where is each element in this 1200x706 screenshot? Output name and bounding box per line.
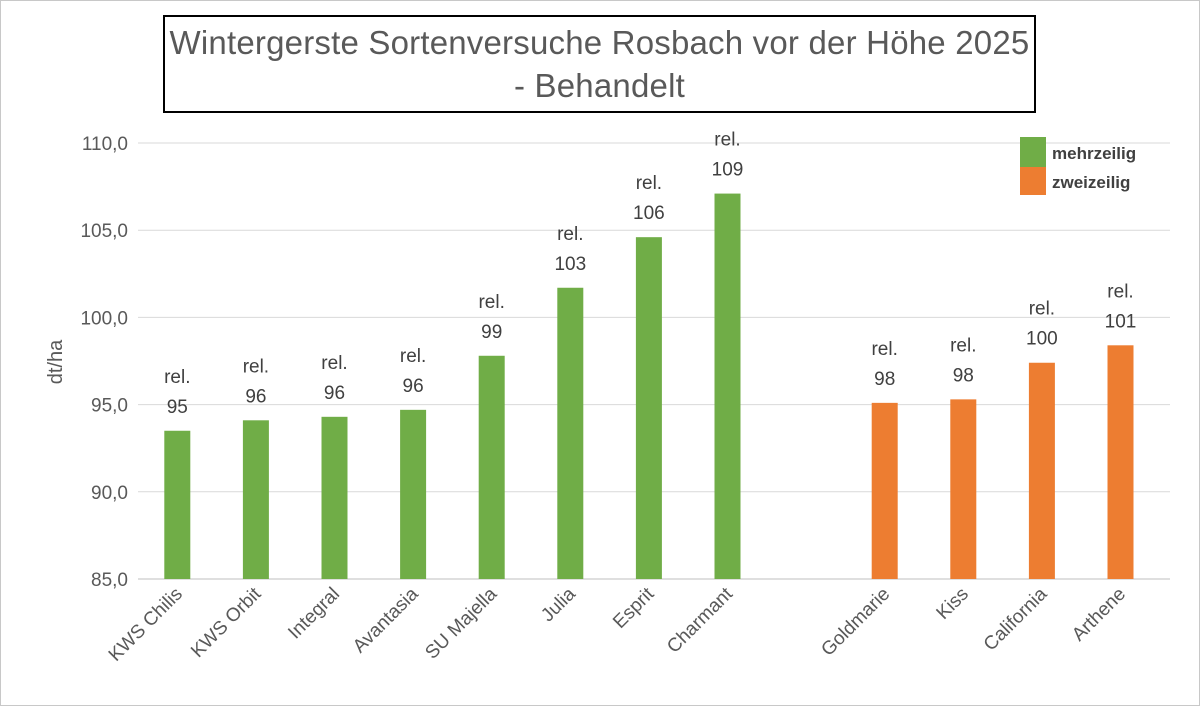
x-tick-label: Kiss	[933, 584, 973, 624]
bar	[400, 409, 427, 579]
data-label-value: 100	[1026, 329, 1058, 350]
x-tick-label: Charmant	[663, 583, 737, 657]
data-labels: rel. 95 rel. 96 rel. 96 rel. 96 rel. 99 rel. 103 rel…	[164, 130, 1136, 418]
bar	[950, 399, 977, 579]
x-tick-label: Arthene	[1068, 584, 1130, 646]
y-tick-label: 90,0	[91, 483, 128, 504]
data-label-value: 98	[874, 369, 895, 390]
y-tick-label: 110,0	[82, 134, 128, 155]
x-tick-label: Integral	[284, 584, 344, 644]
data-label-value: 96	[403, 376, 424, 397]
bar	[1028, 362, 1055, 579]
data-label-rel: rel.	[243, 356, 269, 377]
chart-title-line-1: Wintergerste Sortenversuche Rosbach vor …	[169, 24, 1030, 61]
x-tick-label: KWS Orbit	[187, 583, 266, 662]
data-label-rel: rel.	[400, 346, 426, 367]
bar	[164, 430, 191, 579]
x-tick-label: Julia	[537, 583, 580, 626]
x-tick-label: California	[980, 583, 1052, 655]
data-label-rel: rel.	[478, 292, 504, 313]
data-label-value: 103	[554, 254, 586, 275]
y-tick-label: 100,0	[80, 308, 128, 329]
data-label-value: 96	[324, 383, 345, 404]
data-label-value: 106	[633, 203, 665, 224]
data-label-value: 96	[245, 386, 266, 407]
bar	[242, 420, 269, 579]
data-label-rel: rel.	[950, 335, 976, 356]
data-label-rel: rel.	[1107, 281, 1133, 302]
data-label-value: 109	[712, 160, 744, 181]
data-label-rel: rel.	[714, 130, 740, 151]
data-label-value: 98	[953, 365, 974, 386]
legend-swatch-zweizeilig	[1020, 167, 1046, 195]
x-tick-label: KWS Chilis	[105, 584, 187, 666]
data-label-value: 99	[481, 322, 502, 343]
y-axis-ticks: 85,0 90,0 95,0 100,0 105,0 110,0	[80, 134, 128, 591]
data-label-rel: rel.	[321, 353, 347, 374]
data-label-rel: rel.	[636, 173, 662, 194]
bar	[714, 193, 741, 580]
y-tick-label: 105,0	[80, 221, 128, 242]
y-tick-label: 95,0	[91, 396, 128, 417]
chart-title-line-2: - Behandelt	[513, 67, 685, 104]
chart-title: Wintergerste Sortenversuche Rosbach vor …	[163, 15, 1036, 113]
bar	[321, 416, 348, 579]
x-tick-label: SU Majella	[421, 583, 501, 663]
bar	[635, 237, 662, 579]
data-label-rel: rel.	[871, 339, 897, 360]
data-label-rel: rel.	[557, 224, 583, 245]
legend-label-zweizeilig: zweizeilig	[1052, 173, 1130, 192]
bar	[871, 402, 898, 579]
data-label-value: 101	[1105, 311, 1137, 332]
y-axis-label: dt/ha	[45, 339, 67, 384]
bar	[1107, 345, 1134, 579]
bars	[164, 193, 1134, 580]
data-label-rel: rel.	[164, 367, 190, 388]
legend: mehrzeilig zweizeilig	[1020, 137, 1136, 195]
legend-label-mehrzeilig: mehrzeilig	[1052, 144, 1136, 163]
x-tick-label: Goldmarie	[817, 584, 894, 661]
legend-swatch-mehrzeilig	[1020, 137, 1046, 167]
bar	[478, 355, 505, 579]
bar	[557, 287, 584, 579]
data-label-rel: rel.	[1029, 299, 1055, 320]
data-label-value: 95	[167, 397, 188, 418]
x-tick-label: Avantasia	[349, 583, 423, 657]
x-tick-label: Esprit	[609, 583, 659, 633]
y-tick-label: 85,0	[91, 570, 128, 591]
